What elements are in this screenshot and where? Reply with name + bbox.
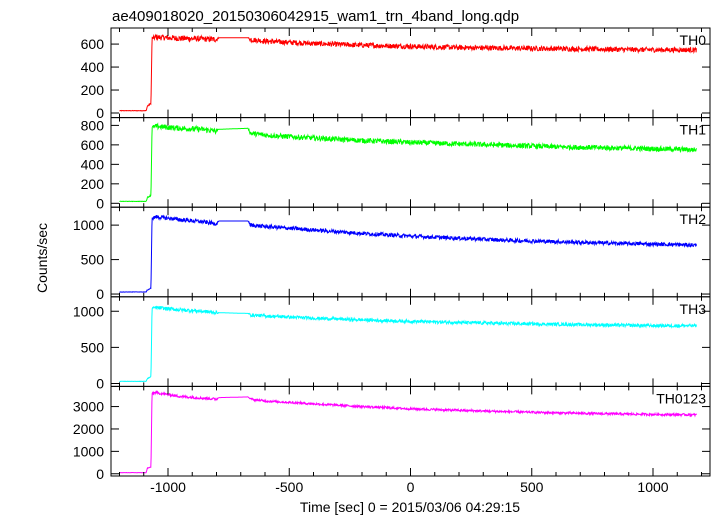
y-tick-label: 2000	[73, 421, 104, 437]
y-tick-label: 3000	[73, 399, 104, 415]
series-line-th3	[119, 305, 697, 383]
series-line-th0123	[119, 390, 697, 474]
x-tick-label: 1000	[637, 479, 668, 495]
y-tick-label: 200	[81, 82, 105, 98]
y-tick-label: 0	[96, 466, 104, 482]
panel-frame	[110, 117, 711, 208]
series-line-th0	[119, 33, 697, 112]
chart-title: ae409018020_20150306042915_wam1_trn_4ban…	[112, 8, 519, 25]
x-tick-label: -500	[275, 479, 303, 495]
panel-th0: 0 200 400 600 TH0	[81, 27, 711, 121]
y-tick-label: 600	[81, 36, 105, 52]
panel-label: TH1	[680, 122, 707, 138]
y-tick-label: 400	[81, 59, 105, 75]
x-tick-label: -1000	[150, 479, 186, 495]
y-tick-label: 1000	[73, 443, 104, 459]
series-line-th2	[119, 214, 697, 293]
y-tick-label: 800	[81, 117, 105, 133]
y-tick-label: 500	[81, 339, 105, 355]
y-tick-label: 600	[81, 137, 105, 153]
panels-group: 0 200 400 600 TH0 0 200 400 600 800 TH1 0 500 1000 TH2…	[73, 27, 711, 495]
y-tick-label: 200	[81, 176, 105, 192]
panel-frame	[110, 27, 711, 119]
y-tick-label: 0	[96, 376, 104, 392]
panel-th3: 0 500 1000 TH3	[73, 296, 711, 392]
panel-th0123: 0 1000 2000 3000 TH0123	[73, 385, 711, 482]
x-tick-label: 0	[407, 479, 415, 495]
y-tick-label: 0	[96, 105, 104, 121]
y-tick-label: 500	[81, 252, 105, 268]
y-axis-label: Counts/sec	[34, 223, 50, 293]
panel-label: TH3	[680, 301, 707, 317]
y-tick-label: 1000	[73, 303, 104, 319]
y-tick-label: 0	[96, 286, 104, 302]
series-line-th1	[119, 122, 697, 203]
panel-frame	[110, 385, 711, 477]
x-tick-label: 500	[520, 479, 544, 495]
y-tick-label: 0	[96, 195, 104, 211]
x-axis-label: Time [sec] 0 = 2015/03/06 04:29:15	[300, 499, 520, 515]
y-tick-label: 1000	[73, 217, 104, 233]
panel-label: TH0	[680, 32, 707, 48]
panel-th1: 0 200 400 600 800 TH1	[81, 117, 711, 211]
panel-label: TH2	[680, 211, 707, 227]
y-tick-label: 400	[81, 156, 105, 172]
panel-th2: 0 500 1000 TH2	[73, 206, 711, 302]
panel-label: TH0123	[656, 390, 706, 406]
